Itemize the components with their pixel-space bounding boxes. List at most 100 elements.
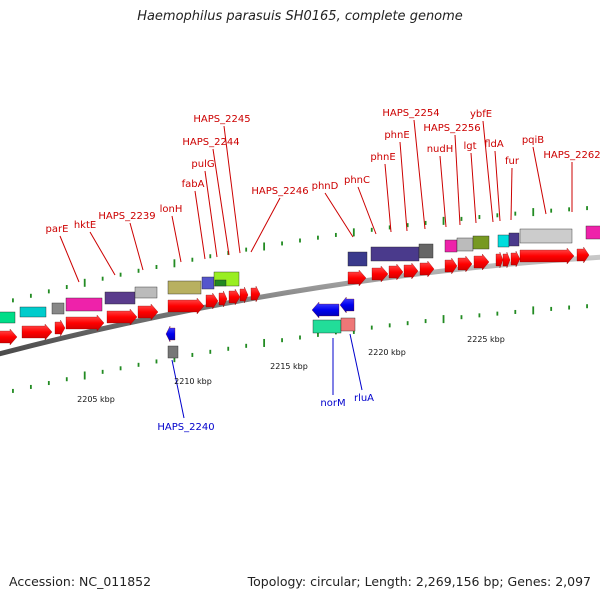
map-title: Haemophilus parasuis SH0165, complete ge… [137, 9, 463, 24]
minor-tick [334, 232, 337, 237]
gene-label[interactable]: hktE [74, 220, 96, 231]
minor-tick [586, 206, 588, 211]
gene-feature-box [167, 345, 179, 359]
minor-tick [496, 311, 499, 316]
gene-feature-boxes [0, 225, 600, 359]
accession-text: Accession: NC_011852 [9, 574, 152, 589]
gene-feature-box [508, 232, 520, 247]
gene-label[interactable]: HAPS_2262 [543, 150, 600, 161]
minor-tick [137, 268, 140, 273]
minor-tick [370, 325, 373, 330]
minor-tick [299, 335, 301, 340]
gene-feature-box [456, 237, 474, 252]
gene-label[interactable]: parE [46, 224, 69, 235]
forward-gene-arrow [65, 314, 105, 332]
minor-tick [299, 238, 301, 243]
gene-label[interactable]: HAPS_2245 [193, 114, 250, 125]
gene-label[interactable]: lgt [463, 141, 476, 152]
forward-gene-arrow [21, 323, 53, 341]
gene-feature-box [444, 239, 458, 253]
reverse-gene-arrow [311, 301, 340, 319]
minor-tick [388, 323, 391, 328]
gene-feature-box [201, 276, 215, 290]
leader-line [413, 119, 426, 230]
minor-tick [12, 388, 14, 393]
gene-feature-box [134, 286, 158, 299]
forward-gene-arrow [250, 285, 261, 303]
minor-tick [227, 346, 230, 351]
gene-label[interactable]: fur [505, 156, 520, 167]
major-tick [442, 315, 445, 324]
gene-label[interactable]: phnD [312, 181, 339, 192]
minor-tick [65, 285, 68, 290]
gene-label[interactable]: ybfE [470, 109, 492, 120]
minor-tick [29, 293, 32, 298]
gene-label[interactable]: fabA [182, 179, 205, 190]
leader-line [204, 170, 218, 258]
gene-label[interactable]: HAPS_2240 [157, 422, 214, 433]
forward-gene-arrow [54, 319, 66, 337]
forward-gene-arrow [576, 246, 590, 264]
minor-tick [245, 247, 248, 252]
forward-gene-arrow [0, 328, 18, 346]
gene-label[interactable]: fldA [484, 139, 504, 150]
major-tick [532, 306, 535, 315]
gene-feature-box [167, 280, 202, 295]
leader-line [171, 359, 185, 419]
gene-label[interactable]: phnE [384, 130, 409, 141]
gene-labels-bottom: HAPS_2240 norM rluA [157, 393, 374, 433]
minor-tick [514, 211, 517, 216]
gene-label[interactable]: phnE [370, 152, 395, 163]
forward-gene-arrow [502, 251, 511, 269]
forward-gene-arrow [473, 253, 490, 271]
forward-gene-arrow [371, 265, 389, 283]
minor-tick [460, 315, 463, 320]
gene-feature-box [104, 291, 136, 305]
forward-gene-arrow [457, 255, 473, 273]
major-tick [352, 228, 355, 237]
forward-gene-arrow [218, 290, 228, 308]
forward-gene-arrow [388, 263, 404, 281]
leader-line [470, 152, 477, 224]
leader-line [482, 120, 494, 223]
topology-text: Topology: circular; Length: 2,269,156 bp… [247, 574, 591, 589]
gene-label[interactable]: HAPS_2254 [382, 108, 439, 119]
scale-label: 2220 kbp [368, 348, 406, 357]
minor-tick [47, 381, 50, 386]
forward-gene-arrow [347, 269, 367, 287]
gene-label[interactable]: pulG [191, 159, 214, 170]
minor-tick [155, 264, 158, 269]
minor-tick [388, 225, 391, 230]
gene-label[interactable]: rluA [354, 393, 374, 404]
major-tick [83, 371, 86, 380]
scale-labels: 2205 kbp 2210 kbp 2215 kbp 2220 kbp 2225… [77, 335, 505, 404]
minor-tick [137, 362, 140, 367]
gene-label[interactable]: nudH [427, 144, 454, 155]
gene-label[interactable]: lonH [160, 204, 183, 215]
outer-tick-track [12, 206, 588, 303]
scale-label: 2205 kbp [77, 395, 115, 404]
leader-line [357, 186, 377, 235]
minor-tick [119, 366, 122, 371]
gene-label[interactable]: pqiB [522, 135, 544, 146]
gene-label[interactable]: HAPS_2256 [423, 123, 480, 134]
gene-label[interactable]: HAPS_2246 [251, 186, 308, 197]
leader-line [532, 146, 547, 215]
leader-line [212, 148, 230, 256]
gene-feature-box [19, 306, 47, 318]
minor-tick [514, 309, 517, 314]
gene-label[interactable]: HAPS_2239 [98, 211, 155, 222]
reverse-gene-arrow [165, 325, 176, 343]
scale-label: 2225 kbp [467, 335, 505, 344]
forward-gene-arrow [444, 257, 458, 275]
major-tick [173, 259, 176, 268]
gene-label[interactable]: HAPS_2244 [182, 137, 239, 148]
inner-tick-track [12, 304, 588, 393]
gene-label[interactable]: phnC [344, 175, 370, 186]
gene-label[interactable]: norM [320, 398, 345, 409]
scale-label: 2215 kbp [270, 362, 308, 371]
minor-tick [281, 338, 283, 343]
leader-line [89, 231, 116, 276]
minor-tick [370, 227, 373, 232]
forward-gene-arrow [403, 262, 419, 280]
